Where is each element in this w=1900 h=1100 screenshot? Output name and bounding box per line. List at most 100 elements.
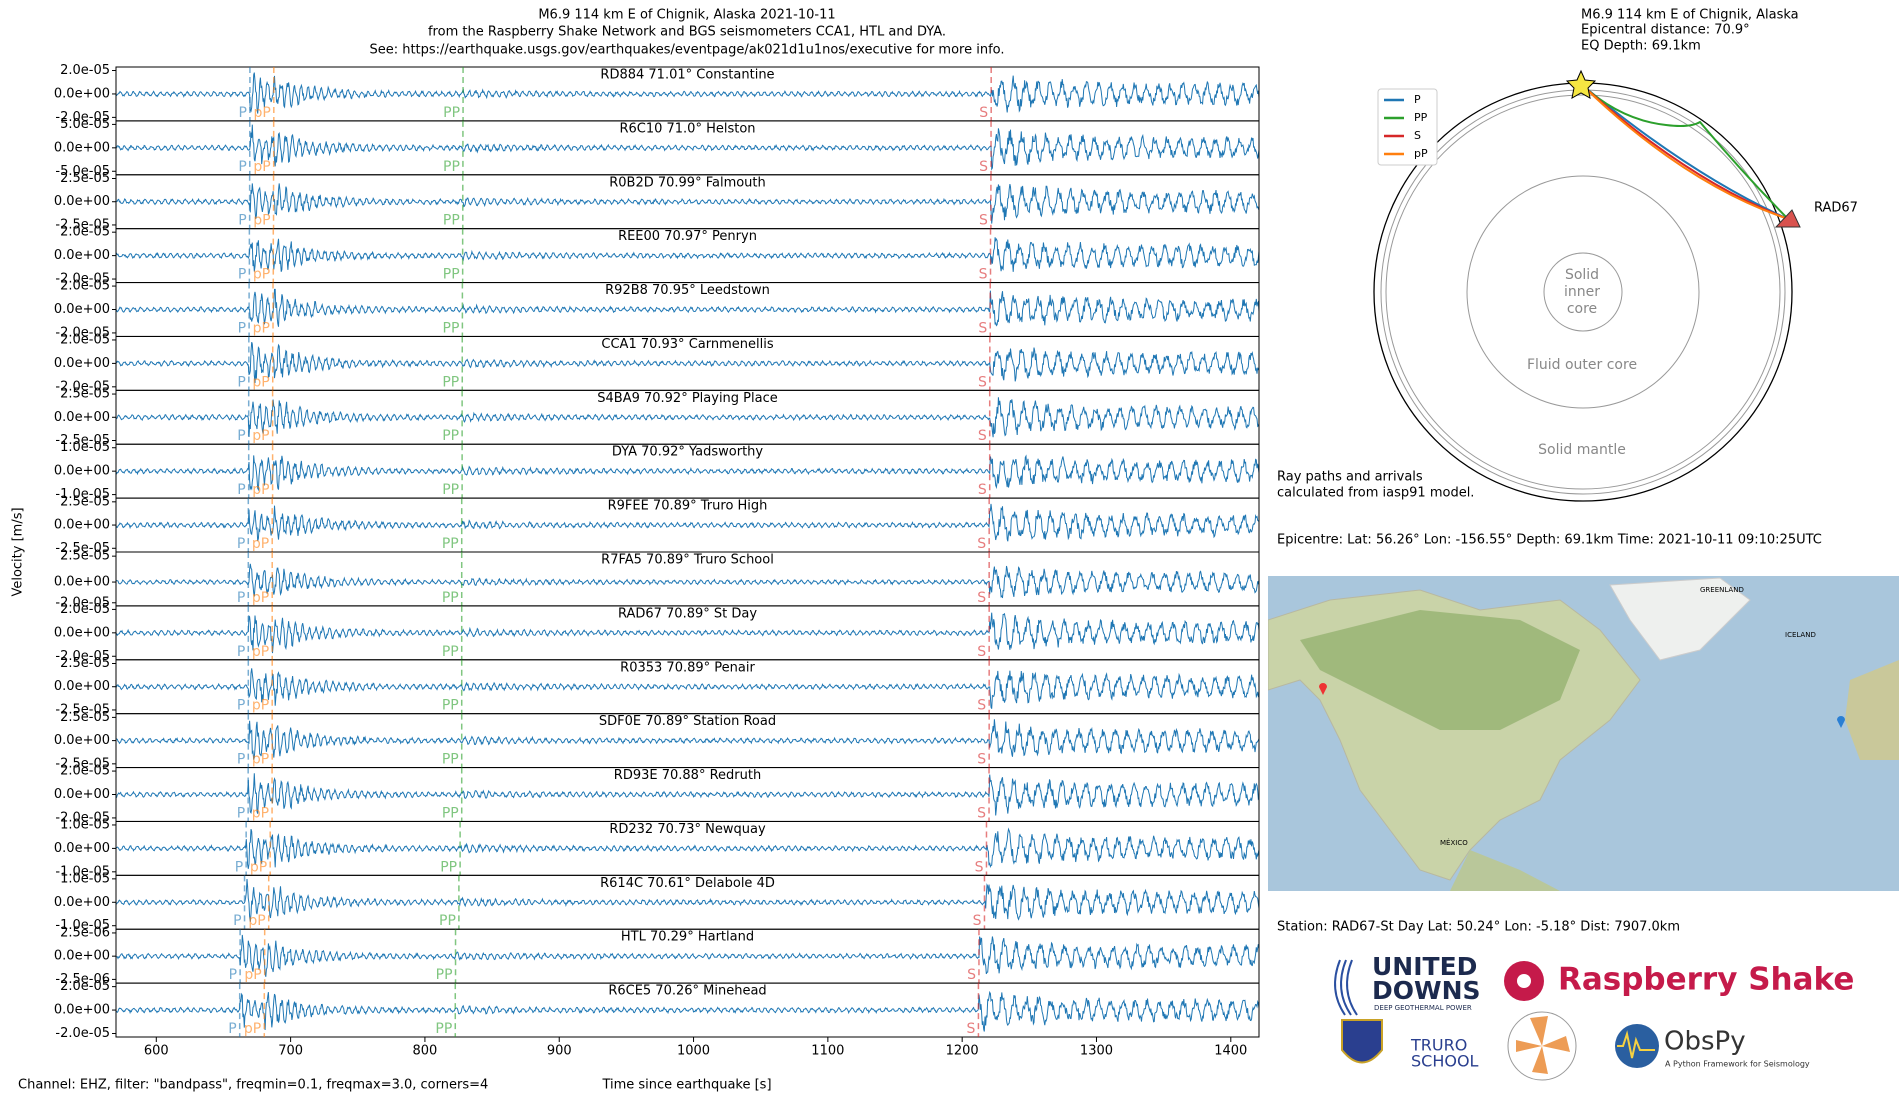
note: calculated from iasp91 model.	[1277, 486, 1474, 501]
y-tick-label: -2.0e-05	[55, 595, 110, 610]
arrival-label: PP	[440, 859, 457, 875]
station-label: R0353 70.89° Penair	[620, 660, 755, 675]
waveform	[115, 503, 1260, 542]
arrival-label: P	[238, 159, 246, 175]
station-label: DYA 70.92° Yadsworthy	[612, 445, 764, 460]
arrival-label: S	[979, 213, 988, 229]
title: M6.9 114 km E of Chignik, Alaska 2021-10…	[538, 8, 835, 23]
x-tick-label: 900	[547, 1044, 572, 1059]
greenland	[1609, 577, 1751, 661]
y-tick-label: 0.0e+00	[54, 518, 110, 533]
note: Ray paths and arrivals	[1277, 470, 1423, 485]
waveform	[115, 719, 1260, 760]
y-tick-label: 2.5e-06	[60, 925, 110, 940]
station-label: R6CE5 70.26° Minehead	[608, 984, 766, 999]
y-tick-label: -2.0e-05	[55, 272, 110, 287]
x-axis-label: Time since earthquake [s]	[601, 1078, 771, 1093]
arrival-label: pP	[252, 805, 269, 821]
core-label: Solid	[1565, 267, 1599, 283]
arrival-label: P	[237, 698, 245, 714]
layer	[1385, 94, 1781, 490]
arrival-label: S	[967, 967, 976, 983]
ray-path	[1580, 83, 1789, 220]
arrival-label: pP	[252, 698, 269, 714]
logo-text: DEEP GEOTHERMAL POWER	[1374, 1004, 1472, 1012]
station-label: S4BA9 70.92° Playing Place	[597, 391, 778, 406]
event-info: Epicentral distance: 70.9°	[1581, 23, 1750, 38]
arrival-label: S	[978, 374, 987, 390]
arrival-label: P	[237, 482, 245, 498]
arrival-label: pP	[252, 536, 269, 552]
y-tick-label: -2.5e-05	[55, 756, 110, 771]
station-label: SDF0E 70.89° Station Road	[599, 714, 776, 729]
y-tick-label: -5.0e-05	[55, 164, 110, 179]
y-tick-label: 0.0e+00	[54, 302, 110, 317]
arrival-label: S	[967, 1021, 976, 1037]
arrival-label: PP	[442, 374, 459, 390]
core-label: inner	[1564, 284, 1600, 300]
y-tick-label: 0.0e+00	[54, 1003, 110, 1018]
y-tick-label: 0.0e+00	[54, 841, 110, 856]
y-tick-label: -2.0e-05	[55, 379, 110, 394]
arrival-label: PP	[442, 590, 459, 606]
arrival-label: S	[973, 913, 982, 929]
arrival-label: P	[237, 644, 245, 660]
y-tick-label: 1.0e-05	[60, 817, 110, 832]
y-tick-label: 0.0e+00	[54, 575, 110, 590]
y-tick-label: 0.0e+00	[54, 895, 110, 910]
x-tick-label: 1100	[811, 1044, 844, 1059]
outer-core	[1466, 175, 1700, 409]
logos: UNITED DOWNS DEEP GEOTHERMAL POWER Raspb…	[1334, 952, 1854, 1081]
arrival-label: PP	[442, 644, 459, 660]
logo-mark	[1334, 959, 1358, 1016]
y-tick-label: 2.5e-05	[60, 494, 110, 509]
y-axis-label: Velocity [m/s]	[11, 507, 26, 596]
y-tick-label: 0.0e+00	[54, 787, 110, 802]
epicentre-info: Epicentre: Lat: 56.26° Lon: -156.55° Dep…	[1277, 533, 1822, 548]
arrival-label: PP	[443, 159, 460, 175]
station-label: RD93E 70.88° Redruth	[614, 768, 761, 783]
arrival-label: pP	[244, 1021, 261, 1037]
y-tick-label: 2.0e-05	[60, 602, 110, 617]
ray-path	[1580, 83, 1789, 220]
epicentre-star	[1565, 69, 1597, 99]
y-tick-label: -2.0e-05	[55, 649, 110, 664]
arrival-label: PP	[443, 267, 460, 283]
y-tick-label: 0.0e+00	[54, 248, 110, 263]
legend-label: P	[1414, 93, 1421, 106]
inner-core	[1543, 252, 1623, 332]
station-info: Station: RAD67-St Day Lat: 50.24° Lon: -…	[1277, 920, 1680, 935]
y-tick-label: 0.0e+00	[54, 949, 110, 964]
arrival-label: S	[977, 805, 986, 821]
y-tick-label: 1.0e-05	[60, 440, 110, 455]
x-tick-label: 1400	[1214, 1044, 1247, 1059]
x-tick-label: 800	[413, 1044, 438, 1059]
waveform	[115, 72, 1260, 114]
station-label: CCA1 70.93° Carnmenellis	[601, 337, 773, 352]
logo-mark	[1516, 1016, 1570, 1074]
station-label: REE00 70.97° Penryn	[618, 229, 757, 244]
y-tick-label: 2.0e-05	[60, 764, 110, 779]
station-label: RAD67	[1814, 201, 1858, 216]
arrival-label: pP	[250, 859, 267, 875]
y-tick-label: 0.0e+00	[54, 356, 110, 371]
waveform	[115, 454, 1260, 492]
logo-text: TRURO	[1410, 1036, 1467, 1055]
y-tick-label: -2.0e-05	[55, 810, 110, 825]
y-tick-label: 1.0e-05	[60, 871, 110, 886]
map-label: ICELAND	[1785, 631, 1816, 639]
arrival-label: S	[979, 267, 988, 283]
y-tick-label: -1.0e-05	[55, 918, 110, 933]
y-tick-label: 2.0e-05	[60, 225, 110, 240]
waveform	[115, 773, 1260, 816]
y-tick-label: -2.5e-05	[55, 217, 110, 232]
station-label: R6C10 71.0° Helston	[619, 121, 755, 136]
arrival-label: pP	[253, 105, 270, 121]
legend-box	[1377, 88, 1438, 166]
arrival-label: P	[237, 590, 245, 606]
arrival-label: PP	[436, 967, 453, 983]
arrival-label: pP	[253, 213, 270, 229]
arrival-label: P	[238, 213, 246, 229]
arrival-label: P	[228, 1021, 236, 1037]
arrival-label: pP	[248, 913, 265, 929]
